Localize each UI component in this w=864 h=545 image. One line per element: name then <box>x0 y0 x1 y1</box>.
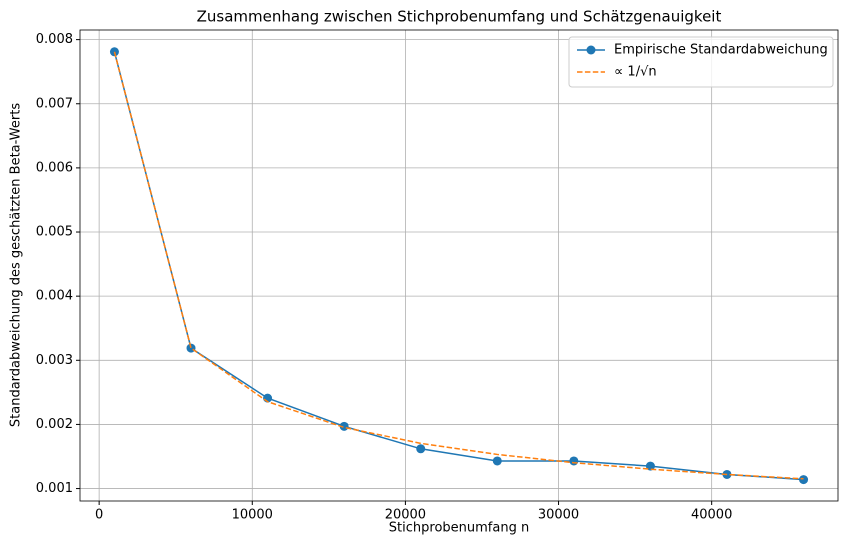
legend-label: Empirische Standardabweichung <box>614 43 828 58</box>
legend-marker <box>586 45 596 55</box>
x-tick-label: 40000 <box>691 508 732 523</box>
y-tick-label: 0.001 <box>36 481 73 496</box>
x-tick-label: 0 <box>95 508 103 523</box>
x-tick-label: 20000 <box>385 508 426 523</box>
y-tick-label: 0.006 <box>36 160 73 175</box>
legend-label: ∝ 1/√n <box>614 65 657 80</box>
data-line <box>113 51 804 480</box>
chart-title: Zusammenhang zwischen Stichprobenumfang … <box>197 8 722 26</box>
data-point <box>492 456 502 466</box>
y-tick-label: 0.003 <box>36 353 73 368</box>
data-point <box>186 343 196 353</box>
y-tick-label: 0.007 <box>36 96 73 111</box>
y-axis-label: Standardabweichung des geschätzten Beta-… <box>9 103 24 427</box>
x-axis-label: Stichprobenumfang n <box>389 521 529 536</box>
data-point <box>416 444 426 454</box>
y-tick-label: 0.004 <box>36 289 73 304</box>
plot-frame <box>79 29 839 502</box>
data-point <box>799 475 809 485</box>
x-tick-label: 30000 <box>538 508 579 523</box>
y-tick-label: 0.008 <box>36 32 73 47</box>
data-line <box>113 51 804 481</box>
x-tick-label: 10000 <box>232 508 273 523</box>
data-point <box>569 456 579 466</box>
y-tick-label: 0.005 <box>36 225 73 240</box>
y-tick-label: 0.002 <box>36 417 73 432</box>
legend-box <box>568 36 834 88</box>
